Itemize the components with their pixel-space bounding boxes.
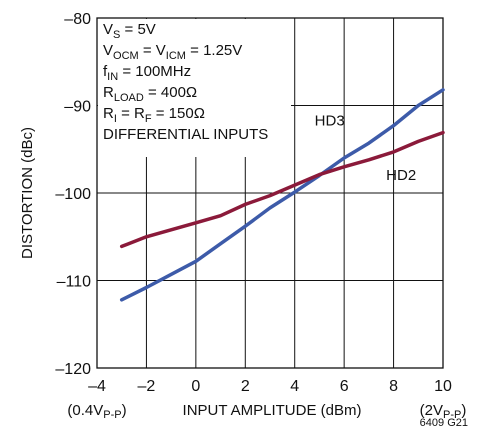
annotation-line: VOCM​ = VICM​ = 1.25V (103, 42, 242, 62)
x-tick-labels: –4 –2 0 2 4 6 8 10 (88, 378, 452, 395)
x-tick-label: 4 (290, 378, 299, 395)
plot-frame (96, 17, 444, 369)
y-axis-label: DISTORTION (dBc) (19, 127, 36, 259)
x-tick-label: –2 (138, 378, 156, 395)
annotation-background (98, 19, 291, 157)
x-amplitude-label: (0.4VP-P) (67, 402, 126, 421)
figure-code: 6409 G21 (420, 417, 468, 429)
y-tick-label: –100 (55, 186, 91, 203)
series-labels: HD3 HD2 (315, 112, 417, 184)
y-tick-label: –90 (64, 99, 91, 116)
series-label-hd3: HD3 (315, 112, 345, 129)
x-amplitude-label: (2VP-P) (420, 402, 467, 421)
annotation-line: fIN​ = 100MHz (103, 63, 191, 83)
annotation-line: RI​ = RF​ = 150Ω (103, 105, 205, 125)
annotation-line: RLOAD​ = 400Ω (103, 84, 197, 104)
y-tick-labels: –80 –90 –100 –110 –120 (55, 11, 91, 378)
series-label-hd2: HD2 (386, 167, 416, 184)
series-layer (119, 88, 445, 302)
x-tick-label: 6 (340, 378, 349, 395)
y-tick-label: –80 (64, 11, 91, 28)
annotation-line: DIFFERENTIAL INPUTS (103, 126, 268, 143)
x-amplitude-labels: (0.4VP-P) (2VP-P) (67, 402, 466, 421)
y-tick-label: –120 (55, 361, 91, 378)
x-tick-label: 10 (434, 378, 452, 395)
series-line-hd2 (119, 130, 445, 249)
x-tick-label: 8 (389, 378, 398, 395)
x-tick-label: 0 (191, 378, 200, 395)
x-tick-label: 2 (241, 378, 250, 395)
y-tick-label: –110 (57, 274, 92, 291)
series-line-hd3 (119, 88, 445, 302)
x-axis-label: INPUT AMPLITUDE (dBm) (183, 402, 362, 419)
annotation-line: VS​ = 5V (103, 21, 156, 41)
x-tick-label: –4 (88, 378, 106, 395)
